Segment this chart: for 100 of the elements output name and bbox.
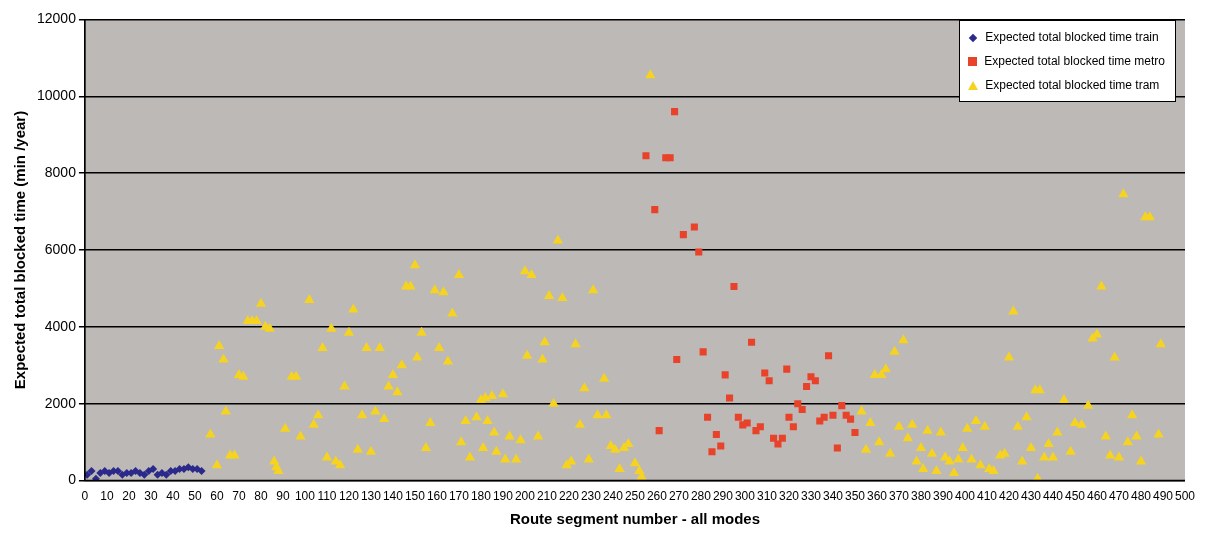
x-tick-label: 140 [382, 489, 404, 504]
point [761, 369, 769, 377]
x-tick-label: 260 [646, 489, 668, 504]
x-tick-label: 460 [1086, 489, 1108, 504]
x-tick-label: 490 [1152, 489, 1174, 504]
x-tick-label: 90 [276, 489, 290, 504]
x-tick-label: 240 [602, 489, 624, 504]
x-tick-label: 340 [822, 489, 844, 504]
y-tick-label: 2000 [44, 394, 77, 411]
legend-label: Expected total blocked time metro [984, 54, 1165, 68]
x-tick-label: 200 [514, 489, 536, 504]
x-tick-label: 30 [144, 489, 158, 504]
point [756, 423, 764, 431]
point [798, 405, 806, 414]
x-tick-label: 470 [1108, 489, 1130, 504]
y-tick-label: 8000 [44, 163, 77, 180]
x-tick-label: 380 [910, 489, 932, 504]
point [153, 470, 162, 479]
point [734, 413, 742, 421]
x-tick-label: 350 [844, 489, 866, 504]
point [197, 466, 206, 475]
point [833, 444, 841, 452]
point [704, 413, 712, 421]
point [838, 402, 846, 410]
x-tick-label: 130 [360, 489, 382, 504]
x-tick-label: 60 [210, 489, 224, 504]
x-tick-label: 120 [338, 489, 360, 504]
x-tick-label: 70 [232, 489, 246, 504]
x-tick-label: 20 [122, 489, 136, 504]
y-axis-title: Expected total blocked time (min /year) [11, 110, 29, 390]
x-tick-label: 390 [932, 489, 954, 504]
x-tick-label: 330 [800, 489, 822, 504]
point [642, 152, 650, 160]
point [84, 470, 92, 479]
x-tick-label: 180 [470, 489, 492, 504]
x-tick-label: 110 [317, 489, 337, 504]
x-tick-label: 400 [954, 489, 976, 504]
point [679, 231, 687, 239]
point [655, 427, 663, 435]
x-tick-label: 450 [1064, 489, 1086, 504]
point [140, 470, 149, 479]
x-tick-label: 500 [1174, 489, 1196, 504]
legend-label: Expected total blocked time train [985, 30, 1159, 44]
point [794, 400, 802, 408]
x-tick-label: 410 [976, 489, 998, 504]
point [743, 419, 751, 427]
point [789, 423, 797, 431]
point [829, 411, 837, 419]
point [748, 338, 756, 346]
point [778, 434, 786, 442]
point [671, 108, 679, 116]
point [770, 434, 778, 442]
point [774, 440, 782, 448]
x-tick-label: 160 [426, 489, 448, 504]
x-tick-label: 280 [690, 489, 712, 504]
point [847, 415, 855, 423]
point [666, 154, 674, 162]
x-tick-label: 360 [866, 489, 888, 504]
x-tick-label: 370 [888, 489, 910, 504]
point [673, 356, 681, 364]
point [726, 394, 734, 402]
point [690, 223, 698, 231]
y-tick-label: 12000 [36, 10, 77, 27]
x-tick-label: 40 [166, 489, 180, 504]
point [162, 470, 171, 479]
x-tick-label: 250 [624, 489, 646, 504]
point [144, 466, 153, 475]
point [695, 248, 703, 256]
point [851, 429, 859, 437]
point [721, 371, 729, 379]
x-tick-label: 190 [492, 489, 514, 504]
x-tick-label: 10 [100, 489, 114, 504]
point [135, 468, 144, 477]
x-tick-label: 80 [254, 489, 268, 504]
x-tick-label: 0 [81, 489, 89, 504]
point [803, 382, 811, 390]
point [765, 377, 773, 385]
x-tick-label: 150 [404, 489, 426, 504]
point [783, 365, 791, 373]
point [811, 377, 819, 385]
x-tick-label: 230 [580, 489, 602, 504]
x-tick-label: 220 [558, 489, 580, 504]
y-tick-label: 0 [68, 471, 77, 488]
x-tick-label: 100 [294, 489, 316, 504]
point [717, 442, 725, 450]
y-tick-label: 6000 [44, 240, 77, 257]
point [820, 413, 828, 421]
point [712, 430, 720, 439]
x-tick-label: 420 [998, 489, 1020, 504]
x-tick-label: 290 [712, 489, 734, 504]
y-tick-label: 10000 [36, 87, 77, 104]
x-tick-label: 320 [778, 489, 800, 504]
x-tick-label: 440 [1042, 489, 1064, 504]
legend-label: Expected total blocked time tram [985, 78, 1160, 92]
x-tick-label: 310 [756, 489, 778, 504]
point [149, 465, 158, 474]
point [87, 466, 96, 475]
x-tick-label: 50 [188, 489, 202, 504]
point [825, 352, 833, 360]
point [651, 206, 659, 214]
